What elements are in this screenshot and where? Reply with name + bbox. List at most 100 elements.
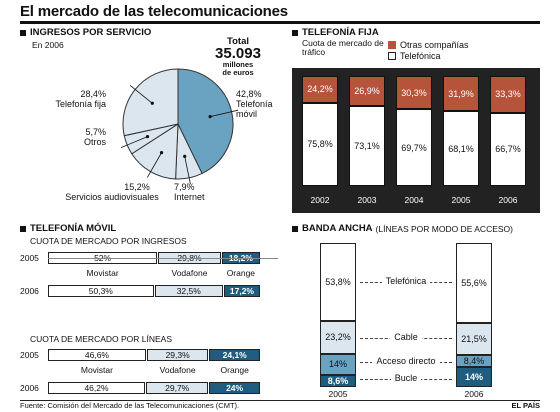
section-marker-icon xyxy=(292,225,298,232)
movil-bar-vodafone: 32,5% xyxy=(154,285,223,297)
movil-bar-vodafone: 29,3% xyxy=(146,349,209,361)
fija-bar-label: 30,3% xyxy=(401,87,427,98)
fija-bar-telefonica: 66,7% xyxy=(490,112,526,186)
fija-legend: Otras compañías Telefónica xyxy=(388,39,469,61)
movil-bar-movistar: 50,3% xyxy=(48,285,154,297)
total-value: 35.093 xyxy=(215,45,261,62)
pie-slices xyxy=(122,68,234,180)
banda-segment-0: 8,6% xyxy=(320,374,356,387)
movil-year-label: 2005 xyxy=(20,350,39,360)
banda-segment-label: 14% xyxy=(464,371,483,382)
legend-item-telefonica: Telefónica xyxy=(388,50,469,61)
fija-bar-label: 66,7% xyxy=(495,144,521,155)
movil-bar-label: 24% xyxy=(226,383,244,393)
fija-year-label: 2002 xyxy=(310,195,330,205)
banda-series-name: Bucle xyxy=(390,372,422,383)
banda-segment-label: 23,2% xyxy=(325,332,351,343)
movil-year-label: 2006 xyxy=(20,286,39,296)
section-marker-icon xyxy=(20,225,26,232)
fija-bar-otras: 33,3% xyxy=(490,76,526,113)
fija-year-label: 2003 xyxy=(357,195,377,205)
movil-bar-orange: 24,1% xyxy=(209,349,260,361)
pie-label-audiovisuales: 15,2% Servicios audiovisuales xyxy=(65,182,159,202)
movil-bar-movistar: 46,6% xyxy=(48,349,146,361)
section-marker-icon xyxy=(292,29,298,36)
banda-series-name: Cable xyxy=(390,332,422,343)
movil-bar-label: 29,7% xyxy=(165,383,190,393)
movil-bar-orange: 24% xyxy=(209,382,260,394)
pie-label-otros: 5,7% Otros xyxy=(83,127,106,147)
movil-bar-label: 32,5% xyxy=(176,286,201,296)
fija-bar-label: 75,8% xyxy=(307,139,333,150)
section-marker-icon xyxy=(20,29,26,36)
banda-series-label: Acceso directo xyxy=(360,356,452,367)
movil-operator-label: Movistar xyxy=(80,365,113,375)
movil-operator-label: Movistar xyxy=(86,268,119,278)
footer-rule xyxy=(20,400,540,401)
banda-series-name: Acceso directo xyxy=(372,356,440,367)
movil-bar-label: 46,2% xyxy=(84,383,109,393)
legend-item-otras: Otras compañías xyxy=(388,39,469,50)
pie-chart xyxy=(120,68,239,185)
movil-year-label: 2005 xyxy=(20,253,39,263)
fija-year-label: 2005 xyxy=(451,195,471,205)
movil-operator-label: Vodafone xyxy=(159,365,196,375)
movil-bar-orange: 17,2% xyxy=(223,285,260,297)
banda-series-label: Cable xyxy=(360,332,452,343)
banda-segment-2: 21,5% xyxy=(456,323,492,355)
page-title: El mercado de las telecomunicaciones xyxy=(20,3,288,20)
fija-bar-telefonica: 68,1% xyxy=(443,111,479,186)
banda-segment-1: 8,4% xyxy=(456,354,492,367)
legend-swatch-white xyxy=(388,51,396,60)
banda-segment-label: 14% xyxy=(328,359,347,370)
movil-bar-label: 46,6% xyxy=(84,350,109,360)
fija-subtitle: Cuota de mercado de tráfico xyxy=(302,38,384,57)
fija-bar-otras: 26,9% xyxy=(349,76,385,106)
movil-section-title: TELEFONÍA MÓVIL xyxy=(20,223,116,234)
fija-bar-telefonica: 73,1% xyxy=(349,105,385,186)
source-note: Fuente: Comisión del Mercado de las Tele… xyxy=(20,401,240,410)
banda-segment-label: 21,5% xyxy=(461,333,487,344)
banda-segment-3: 53,8% xyxy=(320,242,356,321)
fija-bar-label: 33,3% xyxy=(495,89,521,100)
fija-bar-label: 73,1% xyxy=(354,140,380,151)
pie-label-movil: 42,8% Telefonía móvil xyxy=(236,89,273,119)
ingresos-year-note: En 2006 xyxy=(32,40,64,50)
fija-bar-otras: 30,3% xyxy=(396,76,432,110)
fija-chart-panel: 24,2% 75,8% 2002 26,9% 73,1% 2003 30,3% 69,7% 20… xyxy=(292,68,540,213)
movil-bar-vodafone: 29,7% xyxy=(146,382,209,394)
fija-bar-label: 31,9% xyxy=(448,88,474,99)
banda-segment-3: 55,6% xyxy=(456,242,492,324)
pie-leader-line xyxy=(129,85,153,104)
ingresos-total: Total 35.093 millones de euros xyxy=(198,36,278,77)
fija-bar-otras: 31,9% xyxy=(443,76,479,112)
movil-operator-label: Orange xyxy=(220,365,249,375)
banda-series-name: Telefónica xyxy=(381,276,431,287)
fija-bar-telefonica: 75,8% xyxy=(302,102,338,186)
banda-series-label: Telefónica xyxy=(360,276,452,287)
fija-year-label: 2004 xyxy=(404,195,424,205)
movil-ingresos-title: CUOTA DE MERCADO POR INGRESOS xyxy=(30,236,187,246)
movil-operator-label: Vodafone xyxy=(171,268,208,278)
legend-swatch-brown xyxy=(388,40,396,49)
fija-bar-otras: 24,2% xyxy=(302,76,338,103)
ingresos-section-title: INGRESOS POR SERVICIO xyxy=(20,27,151,38)
pie-leader-line xyxy=(210,109,239,117)
banda-section-title: BANDA ANCHA (LÍNEAS POR MODO DE ACCESO) xyxy=(292,223,513,234)
movil-bar-label: 50,3% xyxy=(88,286,113,296)
banda-segment-label: 8,4% xyxy=(463,355,485,366)
banda-segment-label: 53,8% xyxy=(325,276,351,287)
banda-segment-2: 23,2% xyxy=(320,320,356,355)
pie-leaders xyxy=(120,85,239,185)
movil-bar-label: 24,1% xyxy=(222,350,247,360)
banda-year-label: 2005 xyxy=(328,389,348,399)
movil-bar-label: 17,2% xyxy=(229,286,254,296)
banda-series-label: Bucle xyxy=(360,372,452,384)
movil-bar-label: 29,3% xyxy=(165,350,190,360)
fija-year-label: 2006 xyxy=(498,195,518,205)
fija-bar-label: 24,2% xyxy=(307,84,333,95)
movil-bar-movistar: 46,2% xyxy=(48,382,146,394)
movil-operator-label: Orange xyxy=(226,268,256,278)
pie-leader-line xyxy=(146,152,162,178)
fija-bar-label: 69,7% xyxy=(401,142,427,153)
